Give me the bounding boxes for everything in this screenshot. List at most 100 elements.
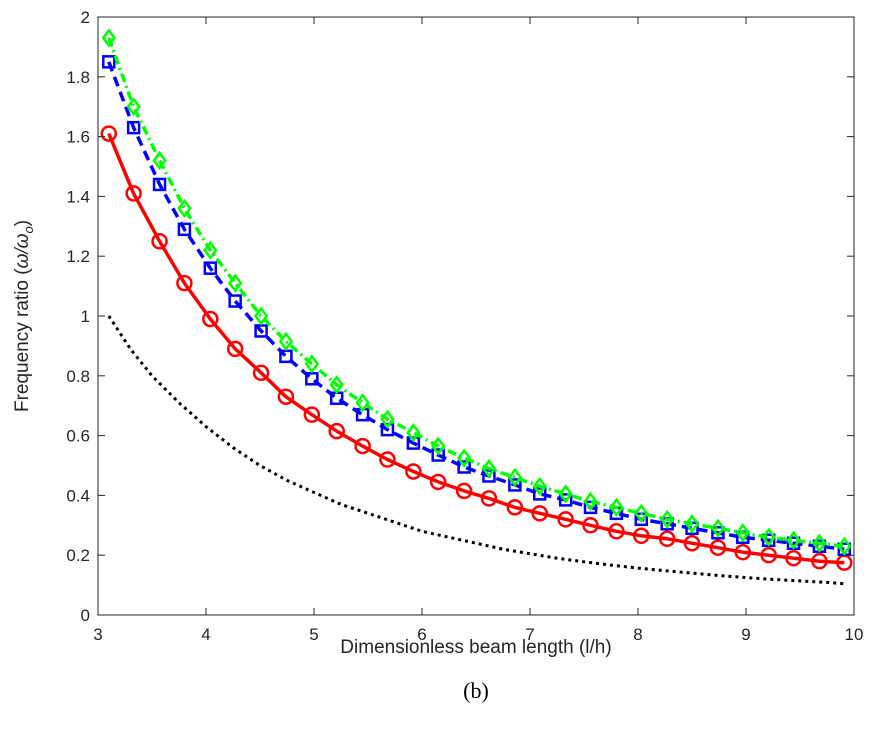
y-axis-label-sub: o (21, 226, 36, 233)
series-1 (107, 315, 844, 586)
x-tick-label: 4 (201, 625, 210, 644)
square-marker (203, 261, 218, 275)
circle-marker (151, 233, 168, 250)
diamond-marker (101, 28, 116, 48)
figure-caption: (b) (463, 678, 489, 703)
x-tick-label: 6 (417, 625, 426, 644)
circle-marker (125, 185, 142, 202)
diamond-marker (609, 497, 624, 517)
circle-marker (531, 505, 548, 522)
diamond-marker (406, 423, 421, 443)
diamond-marker (253, 306, 269, 326)
square-marker (406, 436, 421, 450)
x-tick-label: 3 (93, 625, 102, 644)
circle-marker (811, 552, 828, 570)
y-tick-label: 0.8 (66, 367, 90, 386)
circle-marker (608, 523, 625, 540)
y-tick-label: 0.2 (66, 546, 90, 565)
square-marker (228, 294, 242, 308)
x-tick-label: 9 (741, 625, 750, 644)
diamond-marker (380, 409, 395, 429)
series-3 (102, 55, 852, 556)
diamond-marker (583, 491, 598, 511)
circle-marker (683, 534, 701, 552)
square-marker (532, 487, 547, 501)
ticks-layer: 3 4 5 6 7 8 9 10 0 0.2 0.4 0.6 0.8 1 1.2 1.4 1.6 1.8 2 (66, 8, 863, 644)
circle-marker (760, 546, 777, 564)
series-2 (100, 125, 853, 571)
diamond-marker (684, 514, 700, 534)
circle-marker (632, 527, 650, 545)
circle-marker (354, 437, 371, 455)
series-layer (100, 28, 853, 586)
x-tick-label: 5 (309, 625, 318, 644)
circle-marker (709, 539, 727, 556)
circle-marker (582, 517, 599, 534)
square-marker (558, 493, 573, 507)
y-tick-label: 0 (81, 606, 90, 625)
diamond-marker (203, 240, 218, 260)
diamond-marker (227, 273, 243, 293)
series-line (107, 315, 844, 586)
circle-marker (202, 310, 219, 328)
square-marker (431, 448, 445, 462)
diamond-marker (278, 331, 294, 351)
diamond-marker (735, 523, 750, 543)
y-tick-label: 1.4 (66, 187, 90, 206)
circle-marker (328, 422, 345, 440)
diamond-marker (659, 509, 675, 529)
diamond-marker (761, 527, 776, 547)
diamond-marker (431, 436, 446, 456)
series-4 (101, 28, 852, 556)
y-tick-label: 1.6 (66, 128, 90, 147)
circle-marker (557, 511, 574, 528)
y-tick-label: 1.2 (66, 247, 90, 266)
square-marker (126, 120, 141, 135)
square-marker (152, 177, 167, 192)
circle-marker (277, 388, 295, 405)
diamond-marker (837, 536, 852, 556)
diamond-marker (329, 375, 344, 395)
square-marker (482, 469, 496, 483)
x-tick-label: 7 (525, 625, 534, 644)
y-axis-label-omega: ω/ω (12, 233, 33, 268)
y-tick-label: 1.8 (66, 68, 90, 87)
circle-marker (226, 340, 244, 358)
circle-marker (785, 549, 802, 567)
y-axis-label-main: Frequency ratio ( (12, 268, 33, 412)
diamond-marker (710, 518, 726, 538)
y-tick-label: 0.6 (66, 427, 90, 446)
y-tick-label: 2 (81, 8, 90, 27)
diamond-marker (532, 476, 547, 497)
diamond-marker (152, 150, 167, 171)
circle-marker (405, 463, 422, 480)
diamond-marker (507, 467, 523, 488)
diamond-marker (481, 458, 497, 479)
x-tick-label: 10 (845, 625, 864, 644)
square-marker (177, 222, 192, 237)
square-marker (583, 500, 598, 515)
diamond-marker (558, 484, 573, 504)
circle-marker (379, 451, 396, 468)
circle-marker (429, 473, 447, 491)
circle-marker (658, 530, 676, 548)
diamond-marker (786, 530, 801, 550)
x-tick-label: 8 (633, 625, 642, 644)
diamond-marker (355, 393, 370, 413)
y-axis-label-close: ) (12, 220, 33, 226)
square-marker (380, 422, 395, 437)
y-axis-label: Frequency ratio (ω/ωo) (12, 220, 36, 412)
x-axis-label: Dimensionless beam length (l/h) (340, 637, 611, 658)
diamond-marker (634, 503, 649, 523)
circle-marker (480, 490, 498, 507)
plot-area (98, 17, 854, 615)
diamond-marker (126, 97, 141, 117)
square-marker (102, 55, 116, 69)
circle-marker (252, 364, 270, 382)
y-tick-label: 1 (81, 307, 90, 326)
circle-marker (176, 274, 193, 292)
square-marker (711, 526, 725, 540)
circle-marker (455, 482, 473, 500)
circle-marker (506, 499, 524, 516)
